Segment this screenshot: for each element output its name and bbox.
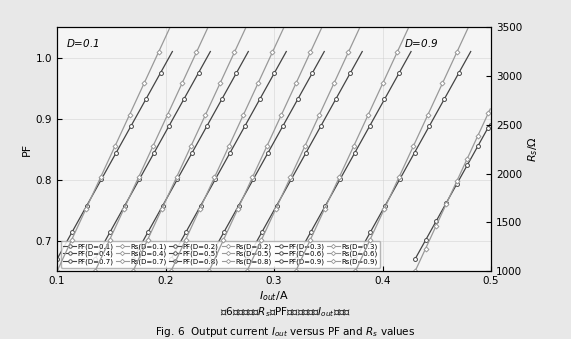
X-axis label: $I_{out}$/A: $I_{out}$/A [259,289,289,303]
Text: $D$=0.9: $D$=0.9 [404,37,439,49]
Y-axis label: PF: PF [22,143,31,156]
Y-axis label: $R_s$/Ω: $R_s$/Ω [526,136,540,162]
Text: Fig. 6  Output current $I_{out}$ versus PF and $R_s$ values: Fig. 6 Output current $I_{out}$ versus P… [155,325,416,339]
Text: 图6　可调电阔$R_s$和PF値对输出电流$I_{out}$的影响: 图6 可调电阔$R_s$和PF値对输出电流$I_{out}$的影响 [220,305,351,319]
Legend: PF(D=0.1), PF(D=0.4), PF(D=0.7), Rs(D=0.1), Rs(D=0.4), Rs(D=0.7), PF(D=0.2), PF(: PF(D=0.1), PF(D=0.4), PF(D=0.7), Rs(D=0.… [61,241,380,268]
Text: $D$=0.1: $D$=0.1 [66,37,99,49]
